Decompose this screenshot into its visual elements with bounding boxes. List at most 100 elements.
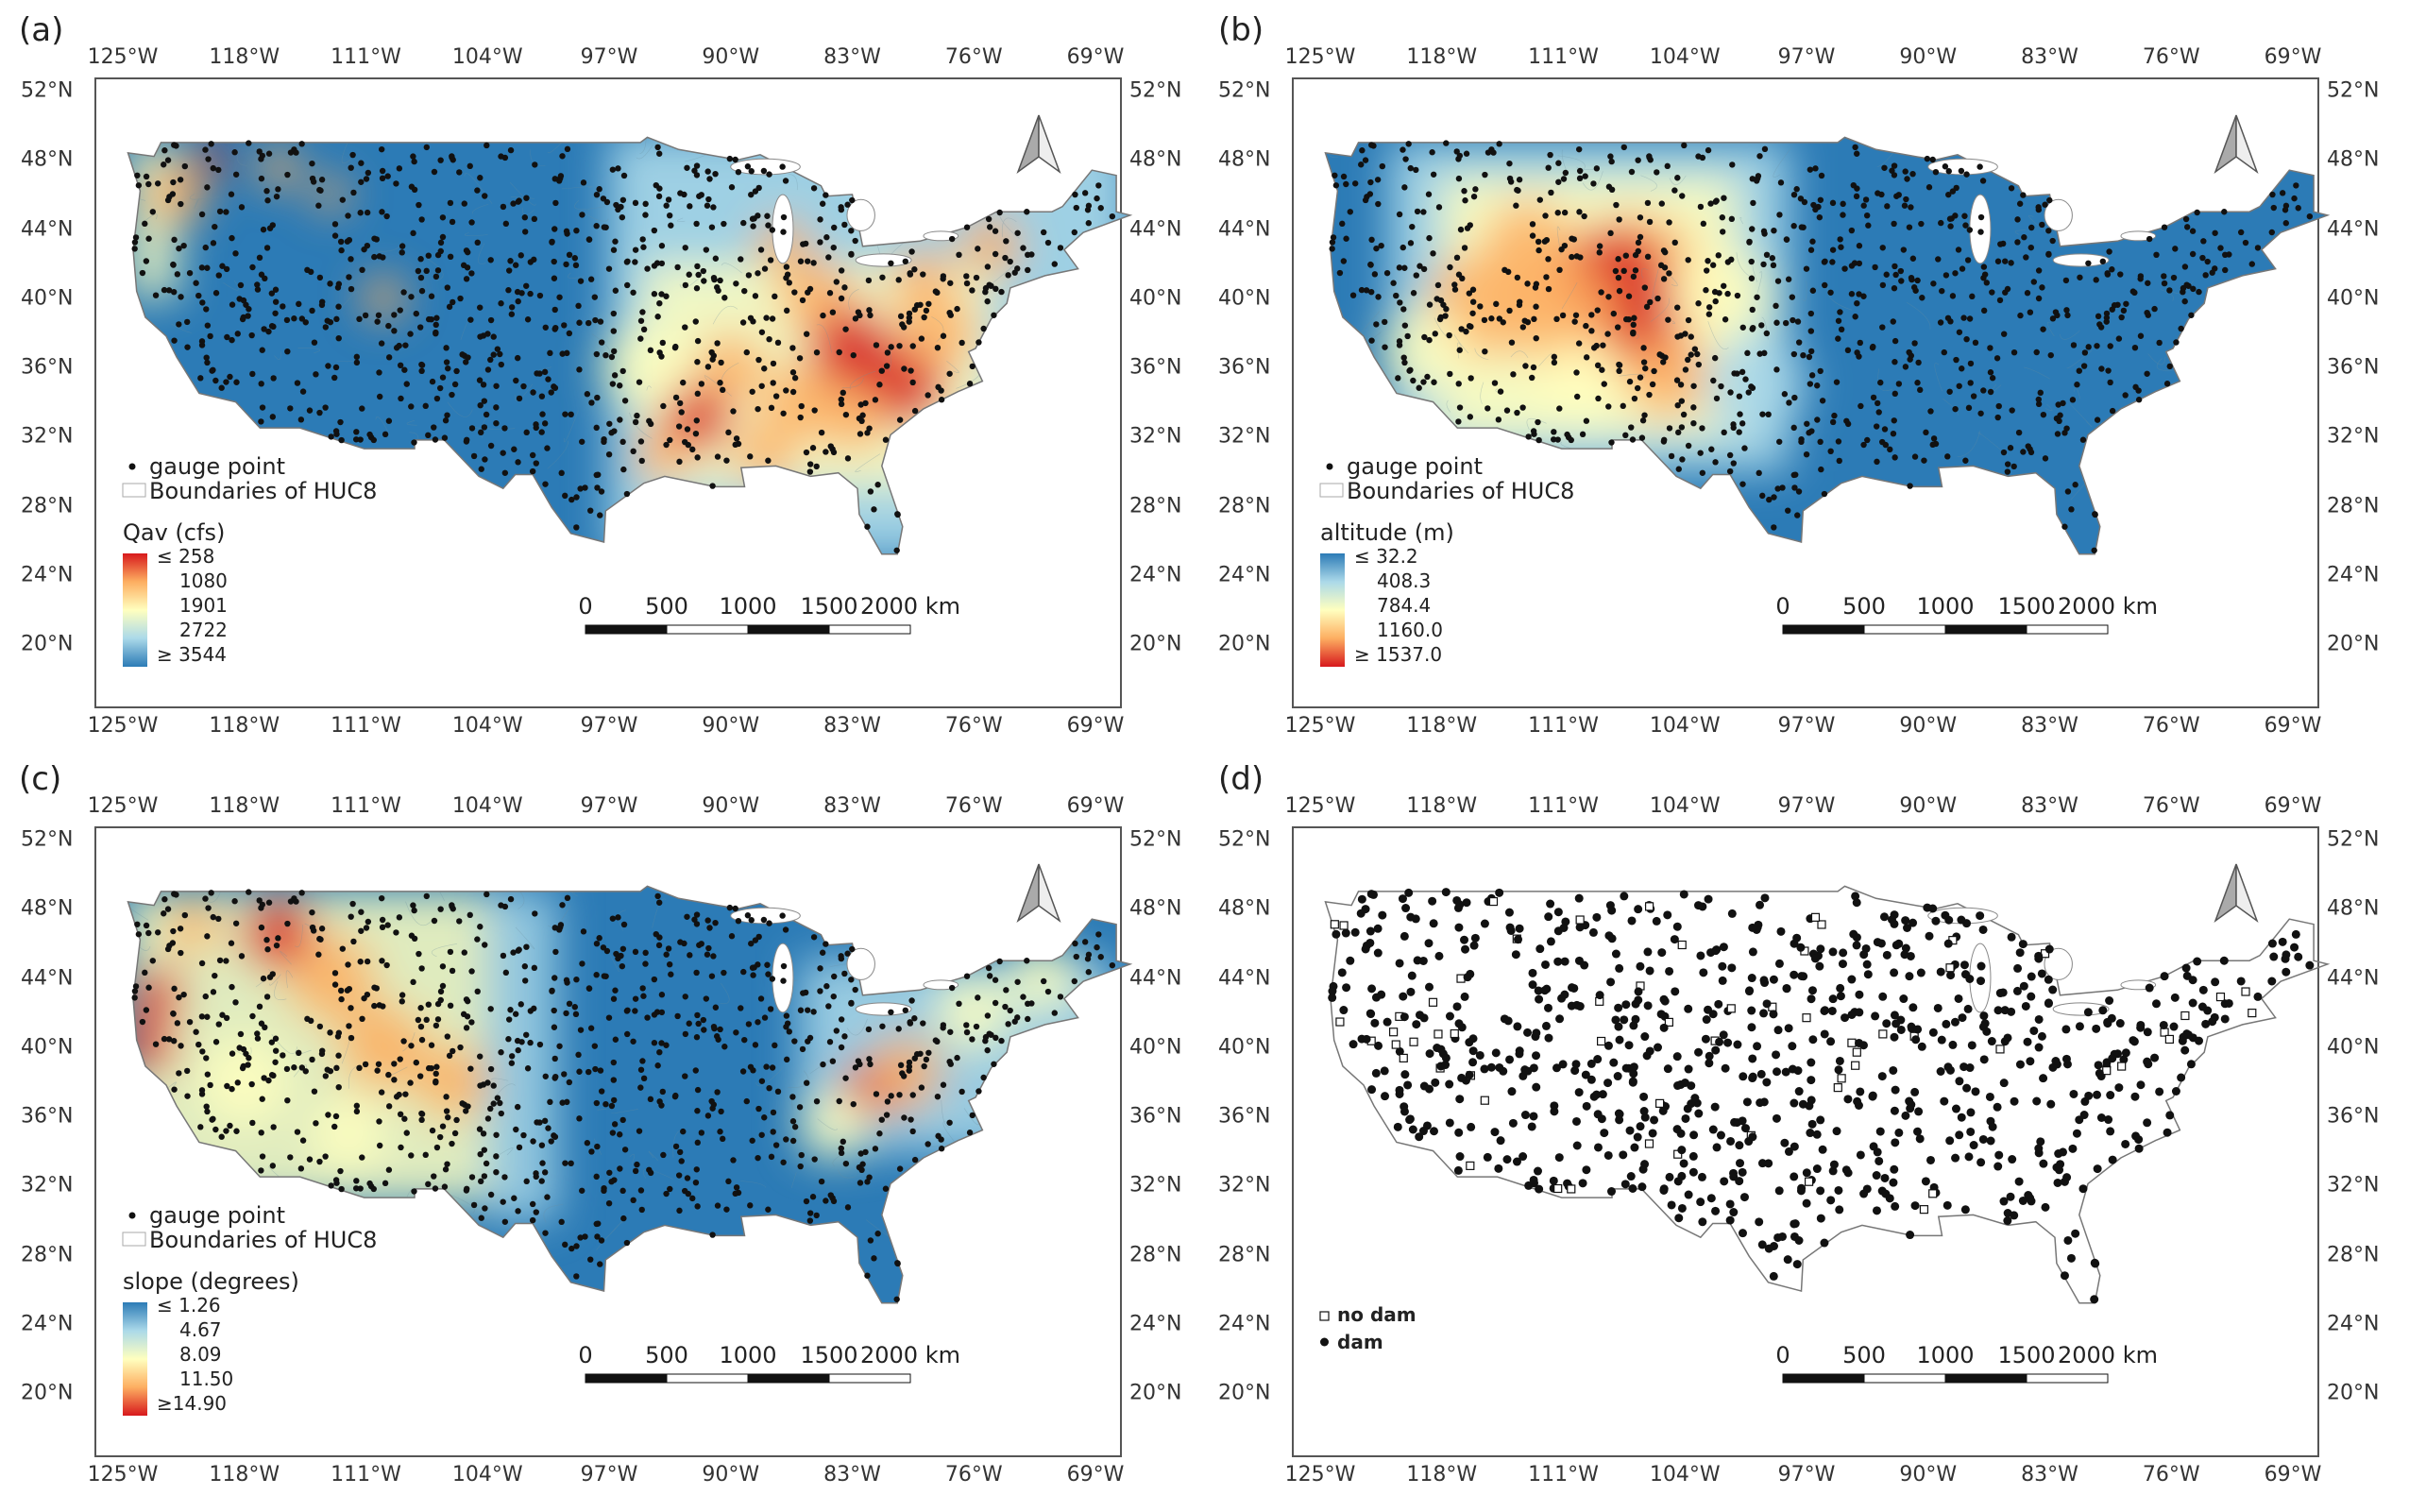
lon-tick-bottom: 125°W <box>87 714 159 738</box>
lon-tick-top: 90°W <box>1899 794 1958 818</box>
lat-tick-right: 48°N <box>1129 896 1182 921</box>
lat-tick-right: 36°N <box>1129 355 1182 380</box>
lat-tick-right: 28°N <box>1129 1243 1182 1266</box>
lat-tick-right: 28°N <box>2327 494 2380 518</box>
lat-tick-right: 32°N <box>1129 1173 1182 1198</box>
lon-tick-top: 83°W <box>823 794 881 818</box>
lon-tick-top: 69°W <box>2264 794 2322 818</box>
lat-tick-left: 32°N <box>1218 424 1271 449</box>
lat-tick-right: 44°N <box>1129 966 1182 990</box>
lon-tick-top: 76°W <box>2142 45 2200 69</box>
lat-tick-left: 52°N <box>1218 827 1271 852</box>
lat-tick-left: 48°N <box>1218 896 1271 921</box>
lat-tick-left: 40°N <box>21 286 74 311</box>
lat-tick-left: 44°N <box>21 966 74 990</box>
lat-tick-right: 36°N <box>1129 1104 1182 1129</box>
lon-tick-bottom: 118°W <box>209 1463 280 1487</box>
lat-tick-right: 20°N <box>1129 1381 1182 1405</box>
lon-tick-bottom: 118°W <box>1406 714 1478 738</box>
map-frame-a <box>94 77 1122 708</box>
lat-tick-right: 52°N <box>1129 78 1182 103</box>
lon-tick-top: 104°W <box>1649 794 1721 818</box>
lat-tick-left: 20°N <box>21 632 74 656</box>
lon-tick-top: 69°W <box>1066 794 1125 818</box>
lon-tick-top: 118°W <box>1406 45 1478 69</box>
lon-tick-bottom: 69°W <box>2264 714 2322 738</box>
lon-tick-top: 118°W <box>209 794 280 818</box>
lat-tick-right: 48°N <box>1129 147 1182 172</box>
lat-tick-right: 32°N <box>1129 424 1182 449</box>
lon-tick-top: 104°W <box>1649 45 1721 69</box>
lon-tick-top: 76°W <box>2142 794 2200 818</box>
lat-tick-right: 20°N <box>2327 1381 2380 1405</box>
lat-tick-left: 36°N <box>1218 355 1271 380</box>
lat-tick-left: 52°N <box>21 827 74 852</box>
lat-tick-right: 24°N <box>1129 563 1182 587</box>
map-frame-b <box>1292 77 2319 708</box>
lon-tick-bottom: 83°W <box>823 714 881 738</box>
lon-tick-bottom: 69°W <box>1066 1463 1125 1487</box>
lat-tick-right: 24°N <box>2327 563 2380 587</box>
lon-tick-top: 90°W <box>702 794 760 818</box>
lat-tick-right: 52°N <box>1129 827 1182 852</box>
lat-tick-left: 28°N <box>1218 1243 1271 1266</box>
lon-tick-top: 97°W <box>1777 45 1836 69</box>
lon-tick-bottom: 90°W <box>702 714 760 738</box>
lat-tick-left: 24°N <box>1218 1312 1271 1336</box>
lat-tick-left: 44°N <box>1218 966 1271 990</box>
lon-tick-bottom: 125°W <box>1284 714 1356 738</box>
lon-tick-bottom: 104°W <box>451 1463 523 1487</box>
lat-tick-left: 20°N <box>21 1381 74 1405</box>
lat-tick-right: 52°N <box>2327 78 2380 103</box>
lat-tick-right: 48°N <box>2327 147 2380 172</box>
lon-tick-bottom: 69°W <box>2264 1463 2322 1487</box>
lon-tick-top: 111°W <box>1528 794 1599 818</box>
lat-tick-right: 40°N <box>2327 286 2380 311</box>
lon-tick-top: 125°W <box>1284 45 1356 69</box>
lon-tick-bottom: 69°W <box>1066 714 1125 738</box>
lon-tick-top: 118°W <box>1406 794 1478 818</box>
lat-tick-left: 44°N <box>1218 217 1271 241</box>
lon-tick-bottom: 104°W <box>1649 1463 1721 1487</box>
lat-tick-left: 36°N <box>1218 1104 1271 1129</box>
lon-tick-top: 69°W <box>1066 45 1125 69</box>
lon-tick-top: 111°W <box>331 794 401 818</box>
lon-tick-top: 104°W <box>451 794 523 818</box>
lon-tick-top: 125°W <box>87 794 159 818</box>
lat-tick-right: 44°N <box>2327 966 2380 990</box>
lon-tick-top: 125°W <box>87 45 159 69</box>
panel-label-c: (c) <box>19 760 62 798</box>
panel-label-d: (d) <box>1218 760 1264 798</box>
lon-tick-top: 83°W <box>823 45 881 69</box>
lon-tick-top: 118°W <box>209 45 280 69</box>
lat-tick-right: 28°N <box>2327 1243 2380 1266</box>
lon-tick-bottom: 83°W <box>2021 1463 2078 1487</box>
lon-tick-bottom: 111°W <box>331 714 401 738</box>
lat-tick-left: 24°N <box>21 563 74 587</box>
lon-tick-bottom: 97°W <box>580 1463 638 1487</box>
lon-tick-bottom: 90°W <box>1899 714 1958 738</box>
lat-tick-left: 52°N <box>1218 78 1271 103</box>
lat-tick-left: 20°N <box>1218 632 1271 656</box>
lon-tick-bottom: 83°W <box>823 1463 881 1487</box>
lat-tick-right: 44°N <box>1129 217 1182 241</box>
lat-tick-left: 24°N <box>1218 563 1271 587</box>
lon-tick-bottom: 83°W <box>2021 714 2078 738</box>
lat-tick-left: 40°N <box>1218 286 1271 311</box>
lat-tick-right: 40°N <box>1129 286 1182 311</box>
lon-tick-top: 76°W <box>944 794 1003 818</box>
lon-tick-bottom: 97°W <box>1777 1463 1836 1487</box>
lon-tick-bottom: 125°W <box>1284 1463 1356 1487</box>
lat-tick-left: 32°N <box>21 424 74 449</box>
lon-tick-bottom: 118°W <box>1406 1463 1478 1487</box>
lat-tick-left: 28°N <box>1218 494 1271 518</box>
lat-tick-right: 44°N <box>2327 217 2380 241</box>
lat-tick-left: 48°N <box>21 896 74 921</box>
lon-tick-bottom: 97°W <box>580 714 638 738</box>
lat-tick-left: 28°N <box>21 1243 74 1266</box>
panel-label-b: (b) <box>1218 11 1264 49</box>
lon-tick-bottom: 118°W <box>209 714 280 738</box>
lon-tick-bottom: 111°W <box>1528 714 1599 738</box>
lon-tick-top: 97°W <box>580 45 638 69</box>
lat-tick-right: 32°N <box>2327 1173 2380 1198</box>
